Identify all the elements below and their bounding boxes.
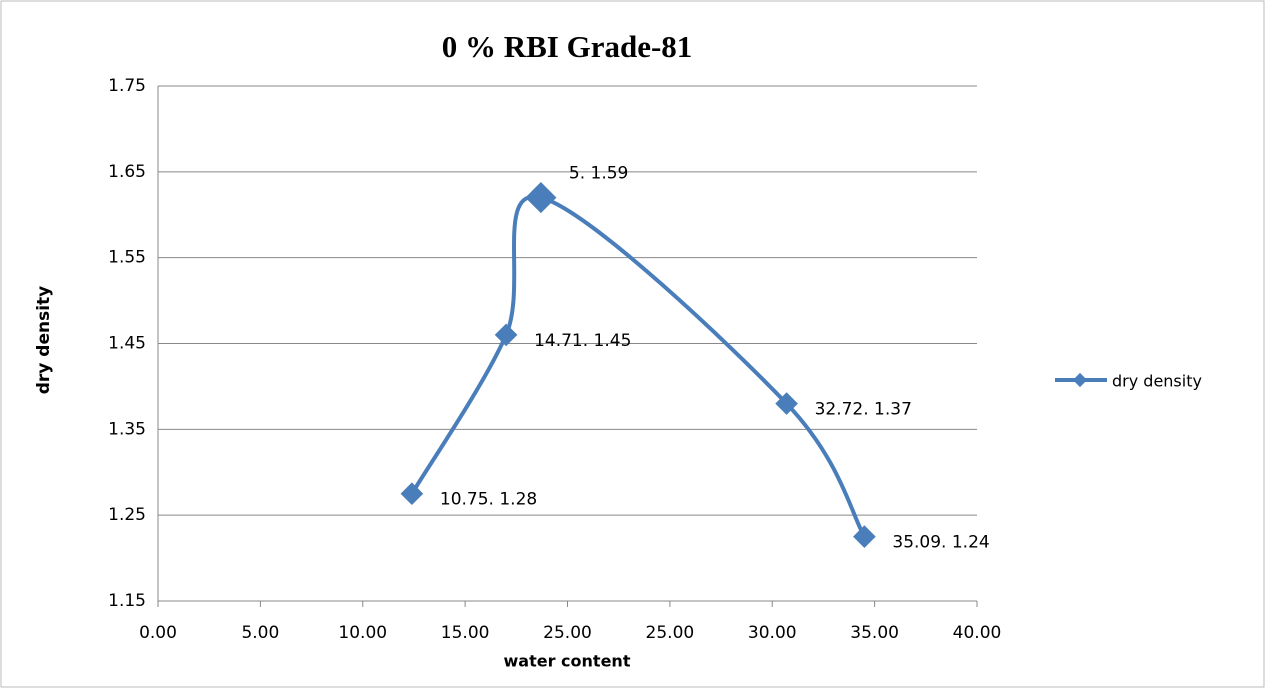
data-point xyxy=(400,482,424,506)
y-tick-label: 1.75 xyxy=(108,76,146,96)
x-tick-label: 0.00 xyxy=(139,623,177,643)
x-tick-label: 25.00 xyxy=(543,623,592,643)
x-tick-label: 35.00 xyxy=(850,623,899,643)
y-tick-label: 1.45 xyxy=(108,334,146,354)
series-line xyxy=(410,194,867,538)
y-tick-label: 1.55 xyxy=(108,248,146,268)
y-tick-label: 1.65 xyxy=(108,162,146,182)
data-label: 35.09. 1.24 xyxy=(892,533,989,553)
data-label: 5. 1.59 xyxy=(569,164,628,184)
data-label: 32.72. 1.37 xyxy=(815,400,912,420)
data-label: 14.71. 1.45 xyxy=(534,331,631,351)
data-point xyxy=(494,323,518,347)
y-tick-label: 1.15 xyxy=(108,591,146,611)
y-tick-label: 1.25 xyxy=(108,505,146,525)
y-axis-label: dry density xyxy=(34,286,54,395)
chart-title: 0 % RBI Grade-81 xyxy=(442,29,693,64)
x-tick-label: 30.00 xyxy=(748,623,797,643)
x-tick-label: 25.00 xyxy=(646,623,695,643)
x-tick-label: 15.00 xyxy=(441,623,490,643)
legend-label: dry density xyxy=(1112,372,1202,391)
data-point xyxy=(525,182,557,214)
data-point xyxy=(853,525,876,548)
x-axis-label: water content xyxy=(504,652,631,671)
y-tick-label: 1.35 xyxy=(108,419,146,439)
x-tick-label: 5.00 xyxy=(241,623,279,643)
x-tick-label: 40.00 xyxy=(953,623,1002,643)
data-point xyxy=(775,392,798,415)
x-tick-label: 10.00 xyxy=(338,623,387,643)
legend-marker xyxy=(1072,372,1088,388)
data-label: 10.75. 1.28 xyxy=(440,490,537,510)
